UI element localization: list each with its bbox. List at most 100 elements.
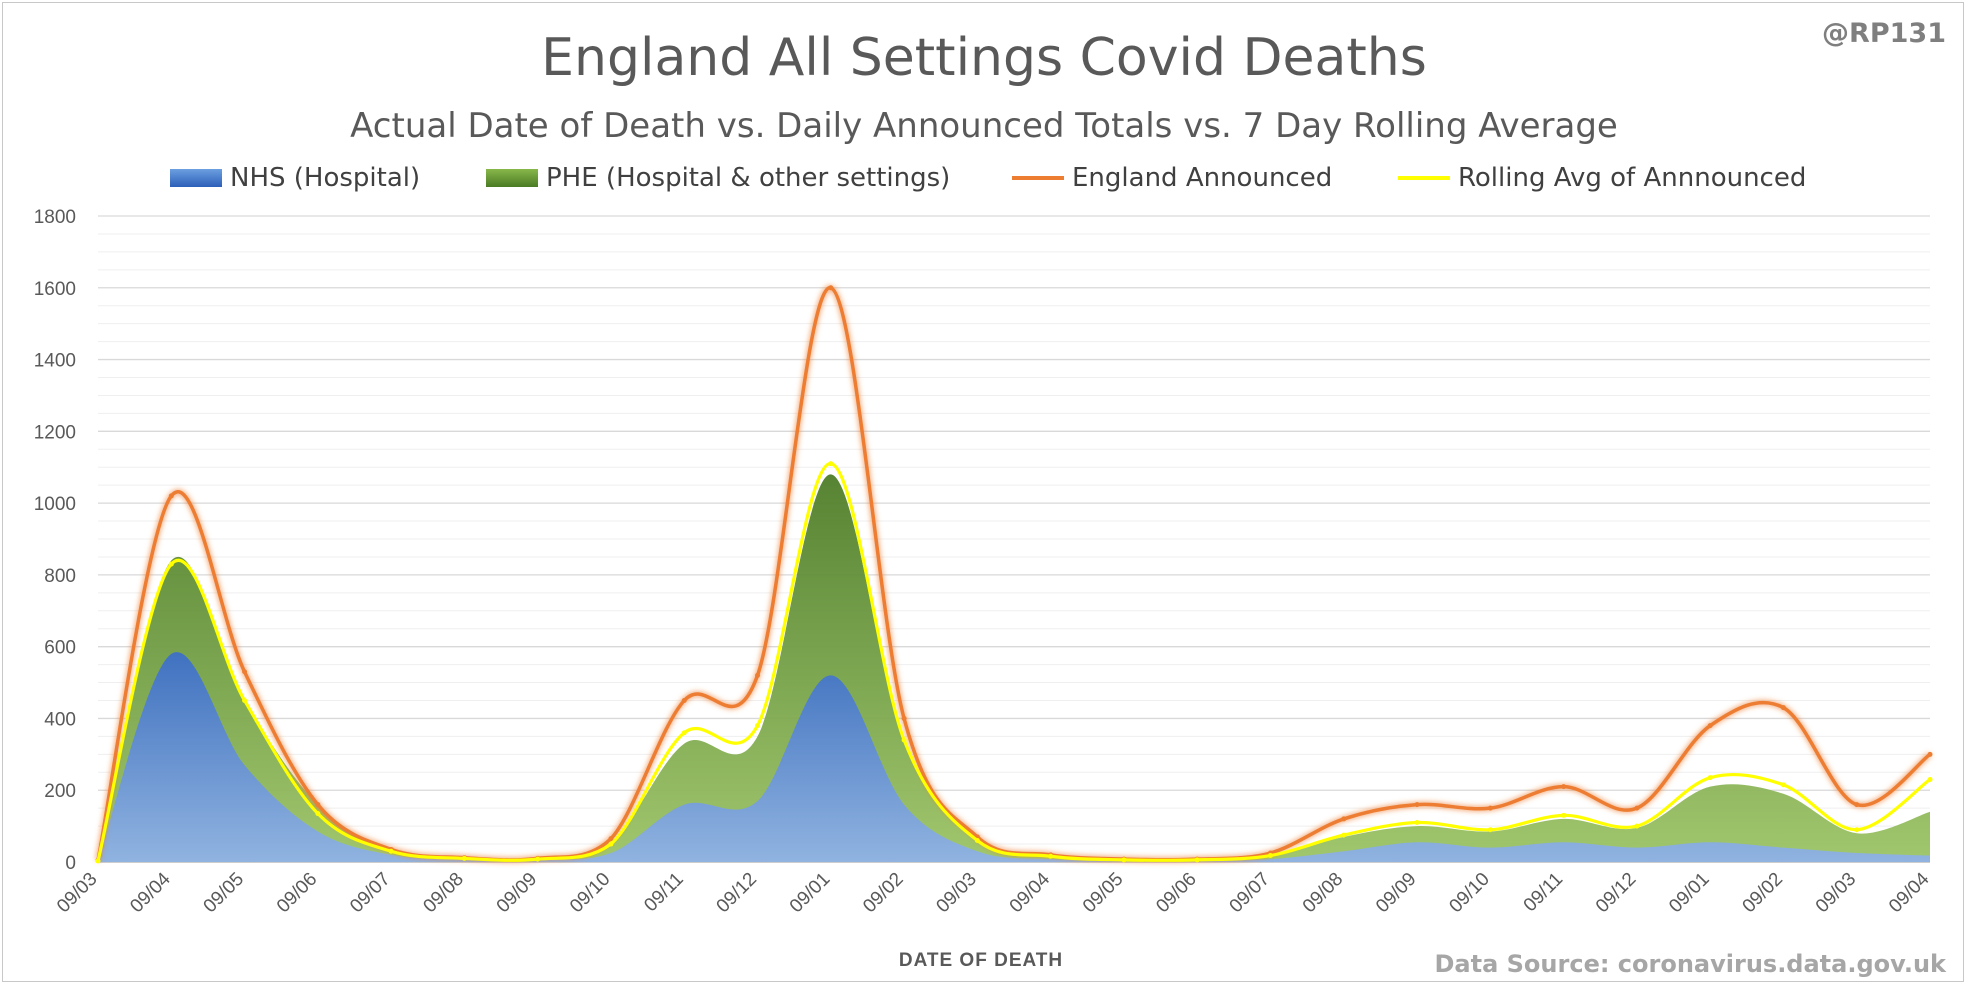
x-tick-label: 09/06 [1152,869,1200,917]
announced-point [242,669,248,675]
rolling-avg-point [95,858,101,864]
y-axis-ticks: 0 200 400 600 800 1000 1200 1400 1600 1800 [34,207,76,874]
x-tick-label: 09/10 [566,869,614,917]
x-tick-label: 09/01 [786,869,834,917]
announced-point [1634,805,1640,811]
legend-item-rolling-avg: Rolling Avg of Annnounced [1398,160,1806,196]
announced-point [1707,723,1713,729]
series-line-announced [96,286,1932,862]
announced-point [755,672,761,678]
legend-item-phe: PHE (Hospital & other settings) [486,160,950,196]
gridlines [98,215,1930,863]
rolling-avg-point [1927,776,1933,782]
x-tick-label: 09/10 [1445,869,1493,917]
legend-swatch-rolling-avg [1398,176,1450,180]
y-tick-label: 600 [44,638,76,659]
rolling-avg-point [1267,853,1273,859]
rolling-avg-point [828,461,834,467]
x-tick-label: 09/03 [1812,869,1860,917]
x-tick-label: 09/03 [53,869,101,917]
y-tick-label: 1600 [34,279,76,300]
chart-subtitle: Actual Date of Death vs. Daily Announced… [350,106,1618,146]
rolling-avg-point [535,856,541,862]
y-tick-label: 1800 [34,207,76,228]
x-tick-label: 09/02 [859,869,907,917]
y-tick-label: 1400 [34,351,76,372]
legend-swatch-announced [1012,176,1064,180]
rolling-avg-point [315,811,321,817]
announced-point [1341,816,1347,822]
x-tick-label: 09/09 [1372,869,1420,917]
rolling-avg-point [1487,827,1493,833]
rolling-avg-point [461,855,467,861]
author-handle: @RP131 [1822,18,1946,49]
y-tick-label: 1000 [34,494,76,515]
x-tick-label: 09/09 [493,869,541,917]
x-tick-label: 09/04 [1885,868,1934,917]
announced-point [168,493,174,499]
legend-item-announced: England Announced [1012,160,1332,196]
x-tick-label: 09/12 [1592,869,1640,917]
rolling-avg-point [242,698,248,703]
data-source: Data Source: coronavirus.data.gov.uk [1434,950,1947,978]
announced-point [1854,802,1860,808]
legend-swatch-phe [486,169,538,187]
rolling-avg-point [1048,853,1054,859]
x-tick-label: 09/08 [419,869,467,917]
rolling-avg-point [1194,857,1200,863]
announced-point [681,698,687,703]
announced-point [315,802,321,808]
rolling-avg-point [608,841,614,847]
announced-point [901,715,907,721]
y-tick-label: 0 [65,853,76,874]
announced-point [1487,805,1493,811]
x-tick-label: 09/04 [126,868,175,917]
x-tick-label: 09/07 [346,869,394,917]
chart-title: England All Settings Covid Deaths [541,28,1427,88]
series-line-rolling-avg [96,462,1931,862]
legend-label-phe: PHE (Hospital & other settings) [546,163,951,193]
x-tick-label: 09/02 [1739,869,1787,917]
legend-label-nhs: NHS (Hospital) [230,163,421,193]
announced-point [828,285,834,291]
announced-point [608,836,614,842]
area-series [98,474,1930,862]
rolling-avg-point [755,723,761,729]
announced-point [1561,784,1567,790]
chart-legend: NHS (Hospital) PHE (Hospital & other set… [0,160,1968,196]
legend-label-announced: England Announced [1072,163,1333,193]
rolling-avg-point [901,737,907,743]
x-tick-label: 09/12 [713,869,761,917]
x-tick-label: 09/07 [1226,869,1274,917]
legend-swatch-nhs [170,169,222,187]
y-tick-label: 200 [44,781,76,802]
y-tick-label: 400 [44,709,76,730]
x-tick-label: 09/11 [640,869,687,916]
x-tick-label: 09/05 [1079,869,1127,917]
x-tick-label: 09/08 [1299,869,1347,917]
line-series [95,285,1933,864]
rolling-avg-point [168,561,174,567]
y-tick-label: 1200 [34,422,76,443]
announced-point [1927,751,1933,757]
legend-label-rolling-avg: Rolling Avg of Annnounced [1458,163,1807,193]
rolling-avg-point [1121,857,1127,863]
x-tick-label: 09/01 [1665,869,1713,917]
rolling-avg-point [388,848,394,854]
rolling-avg-point [1707,775,1713,781]
rolling-avg-point [1341,832,1347,838]
rolling-avg-point [1780,782,1786,788]
x-tick-label: 09/05 [200,869,248,917]
y-tick-label: 800 [44,566,76,587]
rolling-avg-point [1634,823,1640,829]
series-area-nhs [98,652,1930,862]
x-axis-title: DATE OF DEATH [898,950,1064,971]
announced-point [1780,705,1786,711]
rolling-avg-point [681,730,687,736]
x-tick-label: 09/03 [932,869,980,917]
x-tick-label: 09/06 [273,869,321,917]
announced-point [1414,802,1420,808]
x-axis-ticks: 09/03 09/04 09/05 09/06 09/07 09/08 09/09 09/10… [53,868,1934,917]
rolling-avg-point [1561,812,1567,818]
series-area-phe [98,474,1930,862]
